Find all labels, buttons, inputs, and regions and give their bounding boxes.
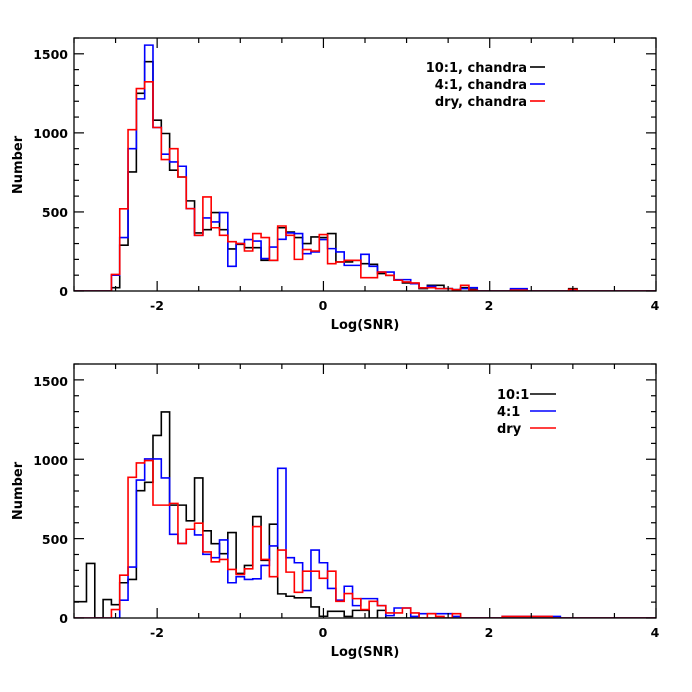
bottom-plot-frame [73,363,657,619]
top-histogram-4-1 [74,44,656,291]
bottom-x-tick-label: 4 [651,625,660,640]
top-legend-label-10-1: 10:1, chandra [426,61,527,76]
bottom-legend-label-dry: dry [497,422,522,437]
bottom-histogram-4-1 [74,458,656,618]
bottom-x-tick-label: 2 [485,625,494,640]
top-x-tick-label: 2 [485,298,494,313]
top-x-tick-label: -2 [150,298,164,313]
top-histogram-10-1 [74,60,656,291]
bottom-x-axis-label: Log(SNR) [331,645,400,660]
top-y-tick-label: 0 [59,284,68,299]
top-panel: Log(SNR) Number -2 0 2 4 0 500 1000 1500… [11,37,660,333]
bottom-y-tick-label: 500 [42,532,68,547]
top-y-tick-label: 500 [42,205,68,220]
bottom-histogram-dry [74,459,656,618]
top-legend-label-dry: dry, chandra [435,95,527,110]
bottom-x-tick-label: -2 [150,625,164,640]
top-legend-label-4-1: 4:1, chandra [435,78,527,93]
top-y-tick-label: 1500 [33,47,68,62]
top-x-axis-label: Log(SNR) [331,318,400,333]
bottom-x-tick-label: 0 [319,625,328,640]
bottom-legend-label-4-1: 4:1 [497,405,520,420]
top-y-axis-label: Number [11,135,26,194]
bottom-histogram-10-1 [74,411,656,618]
bottom-y-axis-label: Number [11,461,26,520]
bottom-panel: Log(SNR) Number -2 0 2 4 0 500 1000 1500… [11,363,660,660]
top-plot-frame [73,37,657,292]
bottom-y-tick-label: 0 [59,611,68,626]
bottom-y-tick-label: 1500 [33,374,68,389]
bottom-y-tick-label: 1000 [33,453,68,468]
top-histogram-dry [74,81,656,291]
top-x-tick-label: 4 [651,298,660,313]
top-y-tick-label: 1000 [33,126,68,141]
bottom-legend-label-10-1: 10:1 [497,388,529,403]
top-x-tick-label: 0 [319,298,328,313]
